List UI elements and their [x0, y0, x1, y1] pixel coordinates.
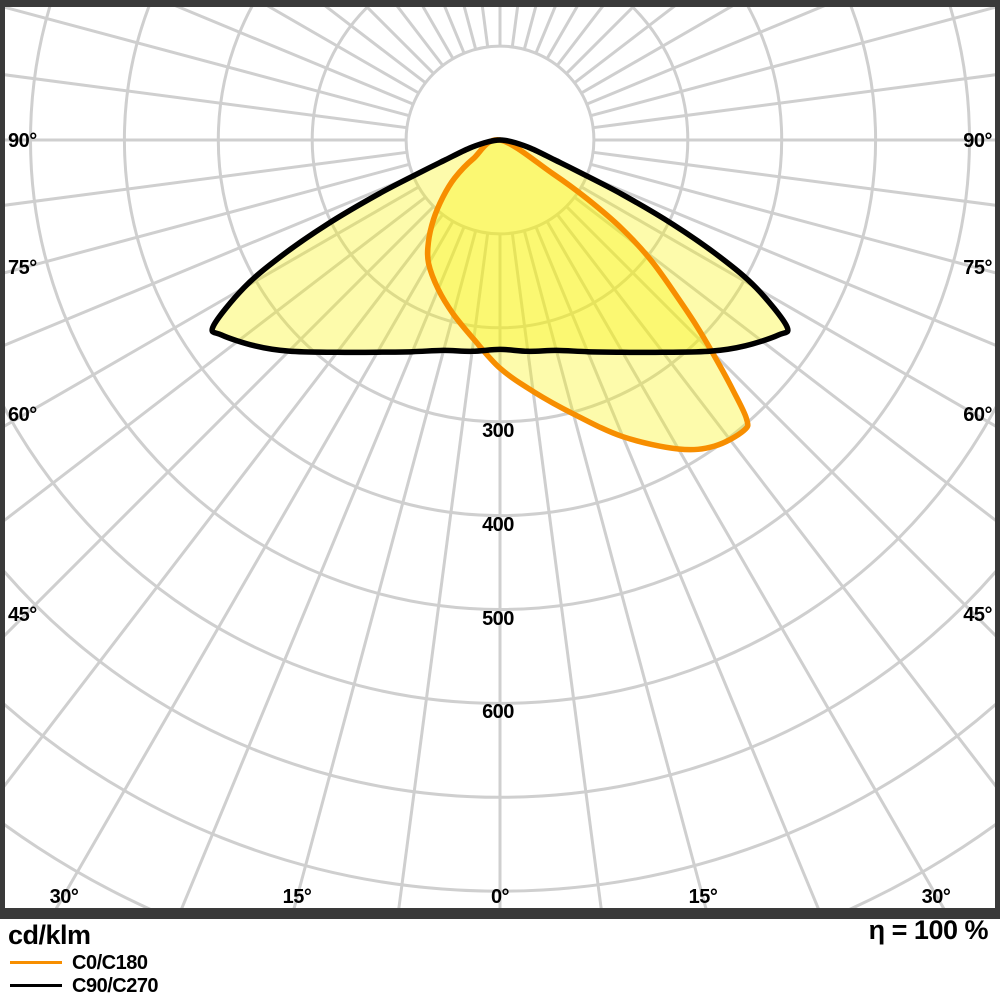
grid-spoke-330 — [54, 220, 455, 908]
plot-frame-right — [995, 0, 1000, 919]
grid-spoke-337.5 — [180, 226, 466, 908]
grid-spoke-247.5 — [174, 7, 414, 106]
grid-spoke-97.5 — [592, 73, 995, 130]
efficiency-label: η = 100 % — [868, 915, 989, 945]
grid-spoke-105 — [590, 7, 995, 118]
grid-spoke-37.5 — [556, 213, 995, 788]
gamma-label-right-45: 45° — [963, 604, 992, 626]
plot-frame-left — [0, 0, 5, 919]
grid-spoke-75 — [590, 162, 995, 275]
grid-spoke-217.5 — [396, 7, 444, 67]
grid-spoke-30 — [545, 220, 946, 908]
gamma-label-right-90: 90° — [963, 130, 992, 152]
gamma-label-left-75: 75° — [8, 257, 37, 279]
grid-spoke-112.5 — [586, 7, 826, 106]
legend-label-c90-c270: C90/C270 — [72, 974, 159, 997]
grid-spoke-352.5 — [397, 232, 490, 908]
grid-spoke-262.5 — [5, 73, 408, 130]
grid-spoke-285 — [5, 162, 410, 275]
grid-spoke-322.5 — [5, 213, 444, 788]
gamma-label-bottom-30: 30° — [922, 886, 951, 908]
plot-frame-bottom — [0, 908, 1000, 919]
gamma-label-left-45: 45° — [8, 604, 37, 626]
legend-item-c90-c270: C90/C270 — [10, 974, 159, 997]
gamma-label-left-60: 60° — [8, 404, 37, 426]
grid-spoke-60 — [580, 185, 995, 428]
grid-spoke-22.5 — [534, 226, 820, 908]
radial-label-500: 500 — [482, 608, 514, 630]
grid-spoke-82.5 — [592, 150, 995, 207]
gamma-label-bottom--15: 15° — [283, 886, 312, 908]
legend-item-c0-c180: C0/C180 — [10, 951, 158, 974]
grid-spoke-255 — [5, 7, 410, 118]
grid-spoke-315 — [5, 205, 435, 638]
gamma-label-bottom-0: 0° — [491, 886, 510, 908]
plot-frame-top — [0, 0, 1000, 7]
gamma-label-bottom-15: 15° — [689, 886, 718, 908]
radial-label-600: 600 — [482, 701, 514, 723]
gamma-label-right-60: 60° — [963, 404, 992, 426]
grid-spoke-52.5 — [573, 196, 995, 522]
grid-spoke-210 — [421, 7, 455, 60]
grid-spoke-7.5 — [510, 232, 603, 908]
curve-c0-c180 — [424, 137, 751, 453]
radial-label-300: 300 — [482, 420, 514, 442]
grid-spoke-142.5 — [556, 7, 604, 67]
grid-spoke-67.5 — [586, 174, 995, 347]
legend: C0/C180 C90/C270 — [10, 951, 159, 997]
gamma-label-left-90: 90° — [8, 130, 37, 152]
gamma-label-bottom--30: 30° — [50, 886, 79, 908]
grid-spoke-307.5 — [5, 196, 427, 522]
legend-swatch-c0-c180-line — [10, 961, 62, 964]
grid-spoke-277.5 — [5, 150, 408, 207]
legend-label-c0-c180: C0/C180 — [72, 951, 148, 974]
grid-spoke-15 — [522, 230, 708, 908]
grid-spoke-345 — [292, 230, 478, 908]
grid-spoke-300 — [5, 185, 420, 428]
unit-label: cd/klm — [8, 920, 91, 950]
grid-spoke-292.5 — [5, 174, 414, 347]
curve-c90-c270 — [209, 137, 791, 356]
radial-label-400: 400 — [482, 514, 514, 536]
curve-fill-c90-c270 — [212, 140, 788, 353]
gamma-label-right-75: 75° — [963, 257, 992, 279]
legend-swatch-c90-c270-line — [10, 984, 62, 987]
grid-spoke-45 — [565, 205, 995, 638]
